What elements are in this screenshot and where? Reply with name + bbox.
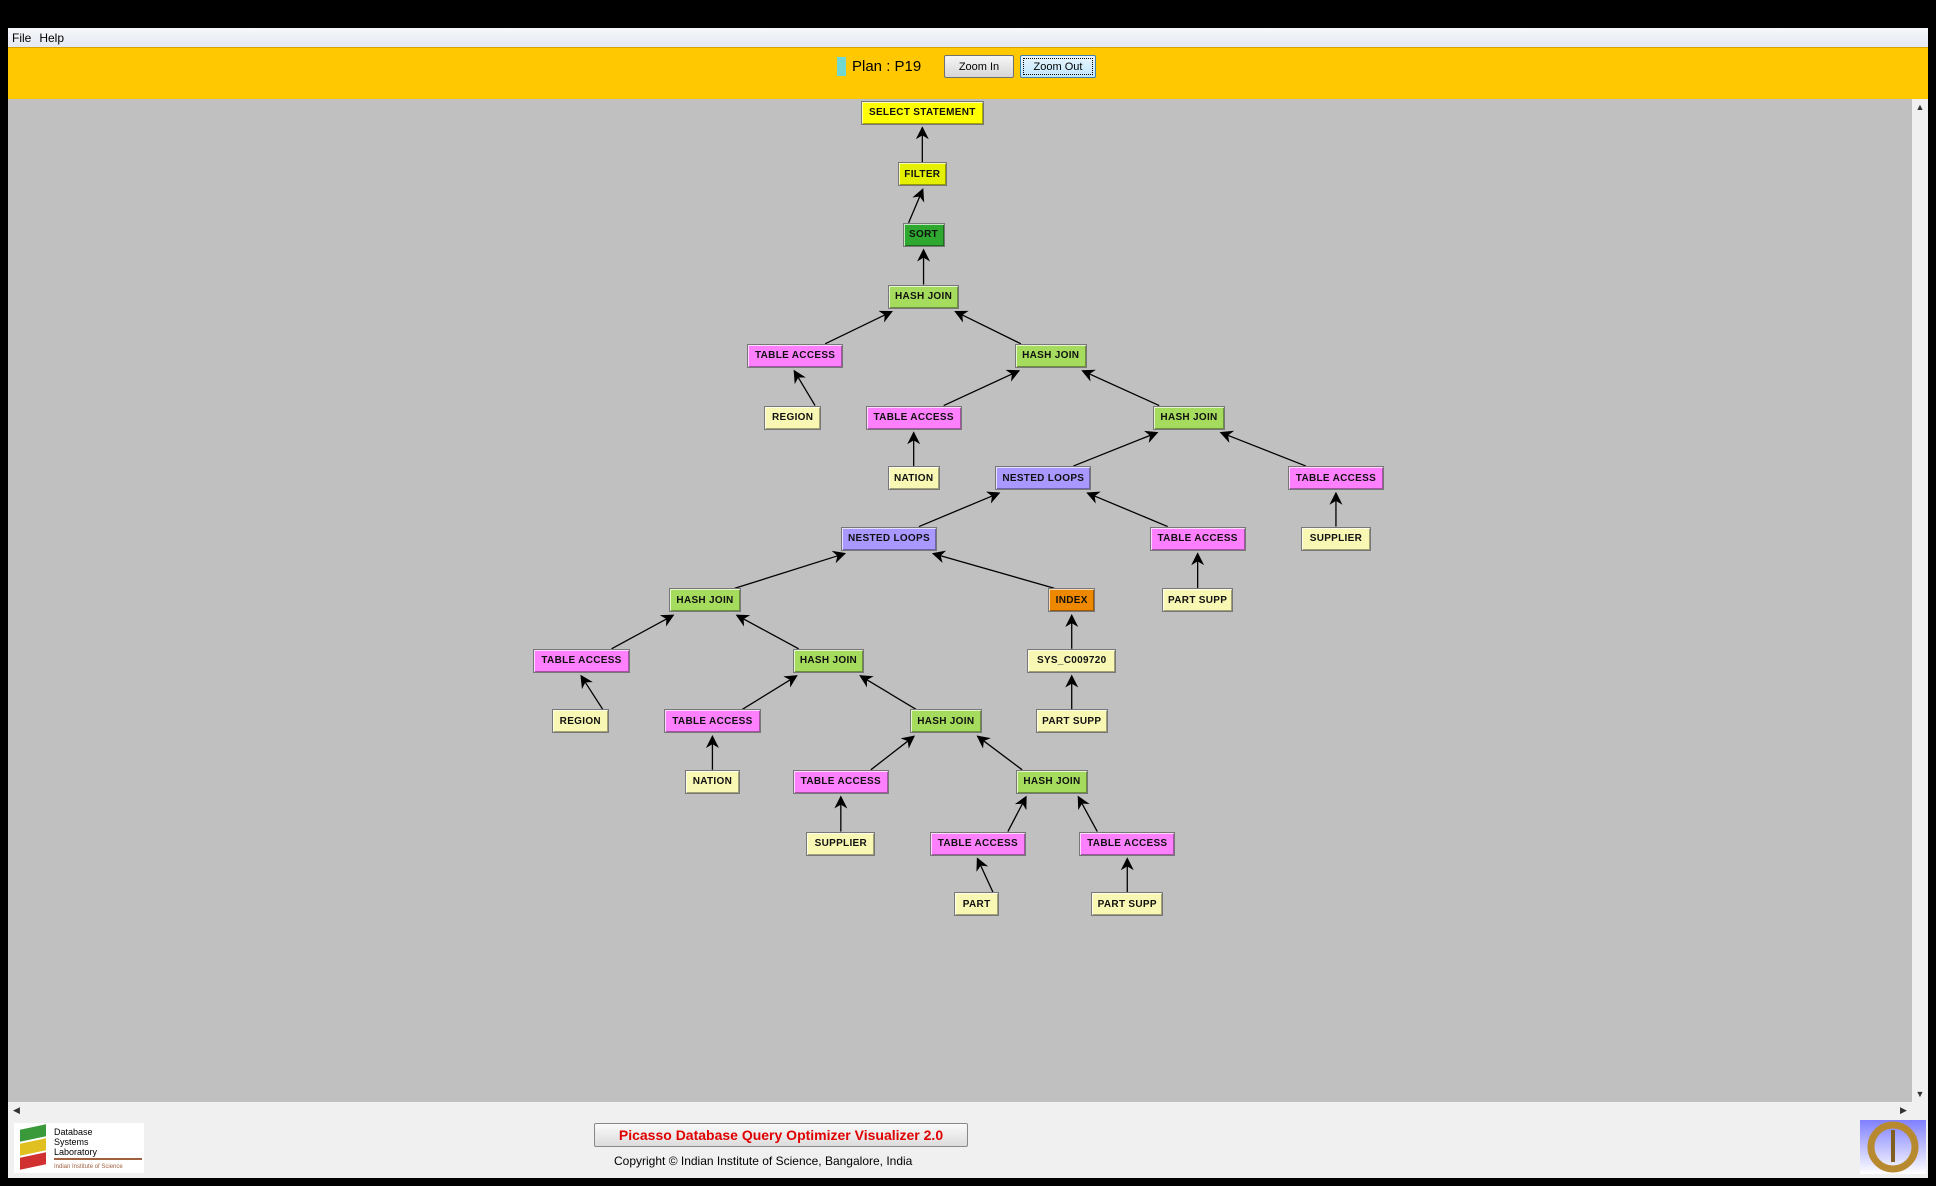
plan-edge bbox=[954, 310, 1022, 345]
plan-node-access[interactable]: TABLE ACCESS bbox=[1079, 831, 1176, 856]
plan-node-sort[interactable]: SORT bbox=[902, 222, 945, 247]
plan-node-relation[interactable]: SUPPLIER bbox=[806, 831, 876, 856]
plan-node-join[interactable]: HASH JOIN bbox=[1016, 769, 1088, 794]
vertical-scrollbar[interactable]: ▲ ▼ bbox=[1912, 99, 1928, 1102]
plan-node-join[interactable]: HASH JOIN bbox=[669, 588, 741, 613]
plan-node-join[interactable]: HASH JOIN bbox=[909, 709, 982, 734]
plan-edge bbox=[931, 550, 1055, 589]
plan-edge bbox=[824, 310, 893, 345]
footer: Database Systems Laboratory Indian Insti… bbox=[8, 1120, 1928, 1178]
plan-edge bbox=[1007, 795, 1027, 832]
plan-edge bbox=[1086, 491, 1168, 528]
plan-node-access[interactable]: TABLE ACCESS bbox=[664, 709, 761, 734]
plan-node-access[interactable]: TABLE ACCESS bbox=[746, 343, 844, 368]
plan-edge bbox=[1073, 430, 1159, 467]
toolbar: Plan : P19 Zoom In Zoom Out bbox=[8, 47, 1928, 100]
plan-node-index[interactable]: INDEX bbox=[1048, 588, 1096, 613]
plan-node-join[interactable]: HASH JOIN bbox=[1014, 343, 1087, 368]
app-title-button[interactable]: Picasso Database Query Optimizer Visuali… bbox=[594, 1123, 968, 1147]
plan-node-relation[interactable]: SYS_C009720 bbox=[1027, 648, 1117, 673]
plan-node-join[interactable]: HASH JOIN bbox=[887, 284, 960, 309]
plan-node-loops[interactable]: NESTED LOOPS bbox=[995, 466, 1092, 491]
plan-node-access[interactable]: TABLE ACCESS bbox=[1149, 526, 1246, 551]
scroll-left-arrow-icon[interactable]: ◀ bbox=[13, 1105, 20, 1115]
plan-node-relation[interactable]: REGION bbox=[551, 709, 609, 734]
plan-label: Plan : P19 bbox=[852, 58, 922, 75]
plan-node-relation[interactable]: PART SUPP bbox=[1035, 709, 1108, 734]
plan-edge bbox=[943, 369, 1021, 407]
plan-node-join[interactable]: HASH JOIN bbox=[792, 648, 865, 673]
dsl-logo-graphic: Database Systems Laboratory Indian Insti… bbox=[20, 1124, 142, 1170]
plan-node-relation[interactable]: SUPPLIER bbox=[1301, 526, 1371, 551]
plan-node-select[interactable]: SELECT STATEMENT bbox=[860, 100, 985, 125]
plan-tree-edges bbox=[580, 126, 1343, 893]
plan-node-access[interactable]: TABLE ACCESS bbox=[533, 648, 630, 673]
plan-edge bbox=[580, 674, 604, 710]
iisc-seal-logo bbox=[1860, 1120, 1926, 1174]
plan-node-filter[interactable]: FILTER bbox=[897, 162, 947, 187]
plan-edge bbox=[742, 675, 798, 710]
plan-edge bbox=[907, 188, 925, 224]
plan-node-relation[interactable]: NATION bbox=[685, 769, 740, 794]
plan-tree-canvas[interactable]: SELECT STATEMENT FILTER SORT HASH JOIN TABLE… bbox=[8, 99, 1912, 1102]
plan-node-access[interactable]: TABLE ACCESS bbox=[929, 831, 1027, 856]
plan-edge bbox=[734, 550, 847, 589]
svg-text:Systems: Systems bbox=[54, 1137, 89, 1147]
horizontal-scrollbar[interactable]: ◀ ▶ bbox=[8, 1102, 1928, 1121]
plan-edge bbox=[793, 369, 816, 406]
zoom-in-button[interactable]: Zoom In bbox=[944, 55, 1014, 78]
plan-edge bbox=[1219, 430, 1307, 467]
svg-text:Indian Institute of Science: Indian Institute of Science bbox=[54, 1164, 123, 1170]
plan-edge bbox=[611, 614, 675, 650]
svg-text:Laboratory: Laboratory bbox=[54, 1147, 98, 1157]
plan-edge bbox=[1081, 369, 1160, 407]
plan-edge bbox=[1077, 795, 1098, 832]
copyright-text: Copyright © Indian Institute of Science,… bbox=[614, 1154, 913, 1168]
plan-edge bbox=[870, 735, 916, 771]
plan-node-loops[interactable]: NESTED LOOPS bbox=[840, 526, 938, 551]
plan-node-relation[interactable]: PART SUPP bbox=[1091, 892, 1164, 917]
menu-help[interactable]: Help bbox=[39, 31, 65, 45]
plan-edge bbox=[735, 614, 799, 650]
svg-text:Database: Database bbox=[54, 1127, 93, 1137]
zoom-out-button[interactable]: Zoom Out bbox=[1020, 55, 1096, 78]
plan-node-join[interactable]: HASH JOIN bbox=[1153, 405, 1225, 430]
dsl-logo: Database Systems Laboratory Indian Insti… bbox=[14, 1123, 144, 1173]
plan-edge bbox=[976, 735, 1023, 771]
plan-node-access[interactable]: TABLE ACCESS bbox=[792, 769, 889, 794]
scroll-down-arrow-icon[interactable]: ▼ bbox=[1915, 1089, 1925, 1099]
scroll-up-arrow-icon[interactable]: ▲ bbox=[1915, 102, 1925, 112]
plan-edge bbox=[859, 675, 917, 710]
plan-node-relation[interactable]: PART SUPP bbox=[1161, 588, 1234, 613]
plan-node-access[interactable]: TABLE ACCESS bbox=[1287, 466, 1385, 491]
plan-node-relation[interactable]: NATION bbox=[887, 466, 940, 491]
plan-node-relation[interactable]: PART bbox=[954, 892, 999, 917]
plan-node-relation[interactable]: REGION bbox=[764, 405, 822, 430]
menu-bar: File Help bbox=[8, 28, 1928, 47]
app-window: File Help Plan : P19 Zoom In Zoom Out SEL… bbox=[8, 28, 1928, 1178]
menu-file[interactable]: File bbox=[12, 31, 32, 45]
plan-indicator: Plan : P19 bbox=[837, 57, 921, 76]
plan-edge bbox=[976, 857, 994, 893]
scroll-right-arrow-icon[interactable]: ▶ bbox=[1900, 1105, 1907, 1115]
plan-node-access[interactable]: TABLE ACCESS bbox=[865, 405, 962, 430]
plan-edge bbox=[918, 491, 1001, 528]
plan-color-swatch bbox=[837, 57, 846, 76]
